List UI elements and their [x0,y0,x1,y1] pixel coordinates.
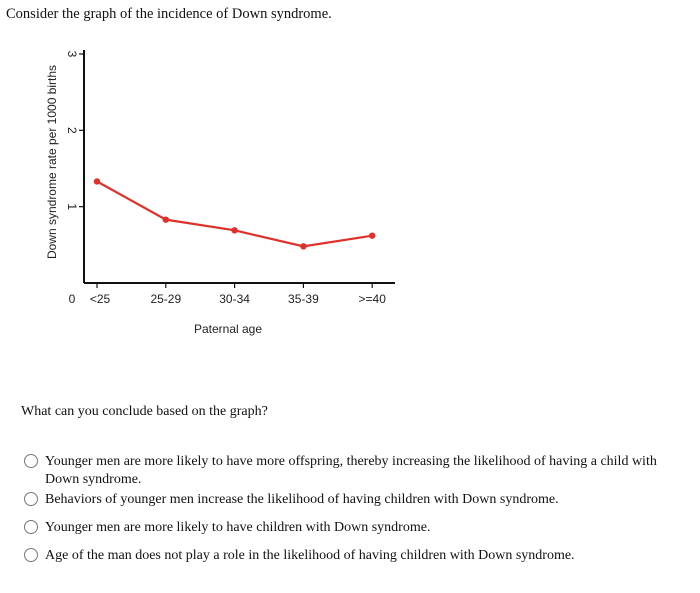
data-point [369,232,376,239]
option-2[interactable]: Younger men are more likely to have chil… [24,519,694,537]
option-1[interactable]: Behaviors of younger men increase the li… [24,491,694,509]
series-line [96,180,373,248]
radio-button[interactable] [24,520,38,534]
x-tick-label: 30-34 [219,292,250,306]
data-point [93,178,101,185]
option-label: Age of the man does not play a role in t… [45,548,575,563]
option-label: Behaviors of younger men increase the li… [45,492,559,507]
question-text: What can you conclude based on the graph… [21,404,268,419]
x-tick-label: >=40 [359,292,387,306]
data-point [300,243,307,250]
x-tick-label: 35-39 [288,292,319,306]
radio-button[interactable] [24,454,38,468]
y-tick-label: 0 [69,292,76,306]
radio-button[interactable] [24,492,38,506]
down-syndrome-chart: 0 1 2 3 <25 25-29 30-34 35-39 >=40 Down syndrome… [45,50,395,336]
x-tick-label: <25 [90,292,111,306]
y-axis-label: Down syndrome rate per 1000 births [45,65,59,259]
y-tick-label: 3 [65,51,79,58]
question-prompt: Consider the graph of the incidence of D… [6,6,332,22]
x-axis-label: Paternal age [194,322,262,336]
data-point [231,227,238,234]
option-label: Younger men are more likely to have chil… [45,520,431,535]
option-label: Younger men are more likely to have more… [45,454,657,487]
data-point [162,216,169,223]
y-tick-label: 2 [65,127,79,134]
x-tick-label: 25-29 [150,292,181,306]
y-tick-label: 1 [65,203,79,210]
option-3[interactable]: Age of the man does not play a role in t… [24,547,694,565]
radio-button[interactable] [24,548,38,562]
option-0[interactable]: Younger men are more likely to have more… [24,453,694,489]
